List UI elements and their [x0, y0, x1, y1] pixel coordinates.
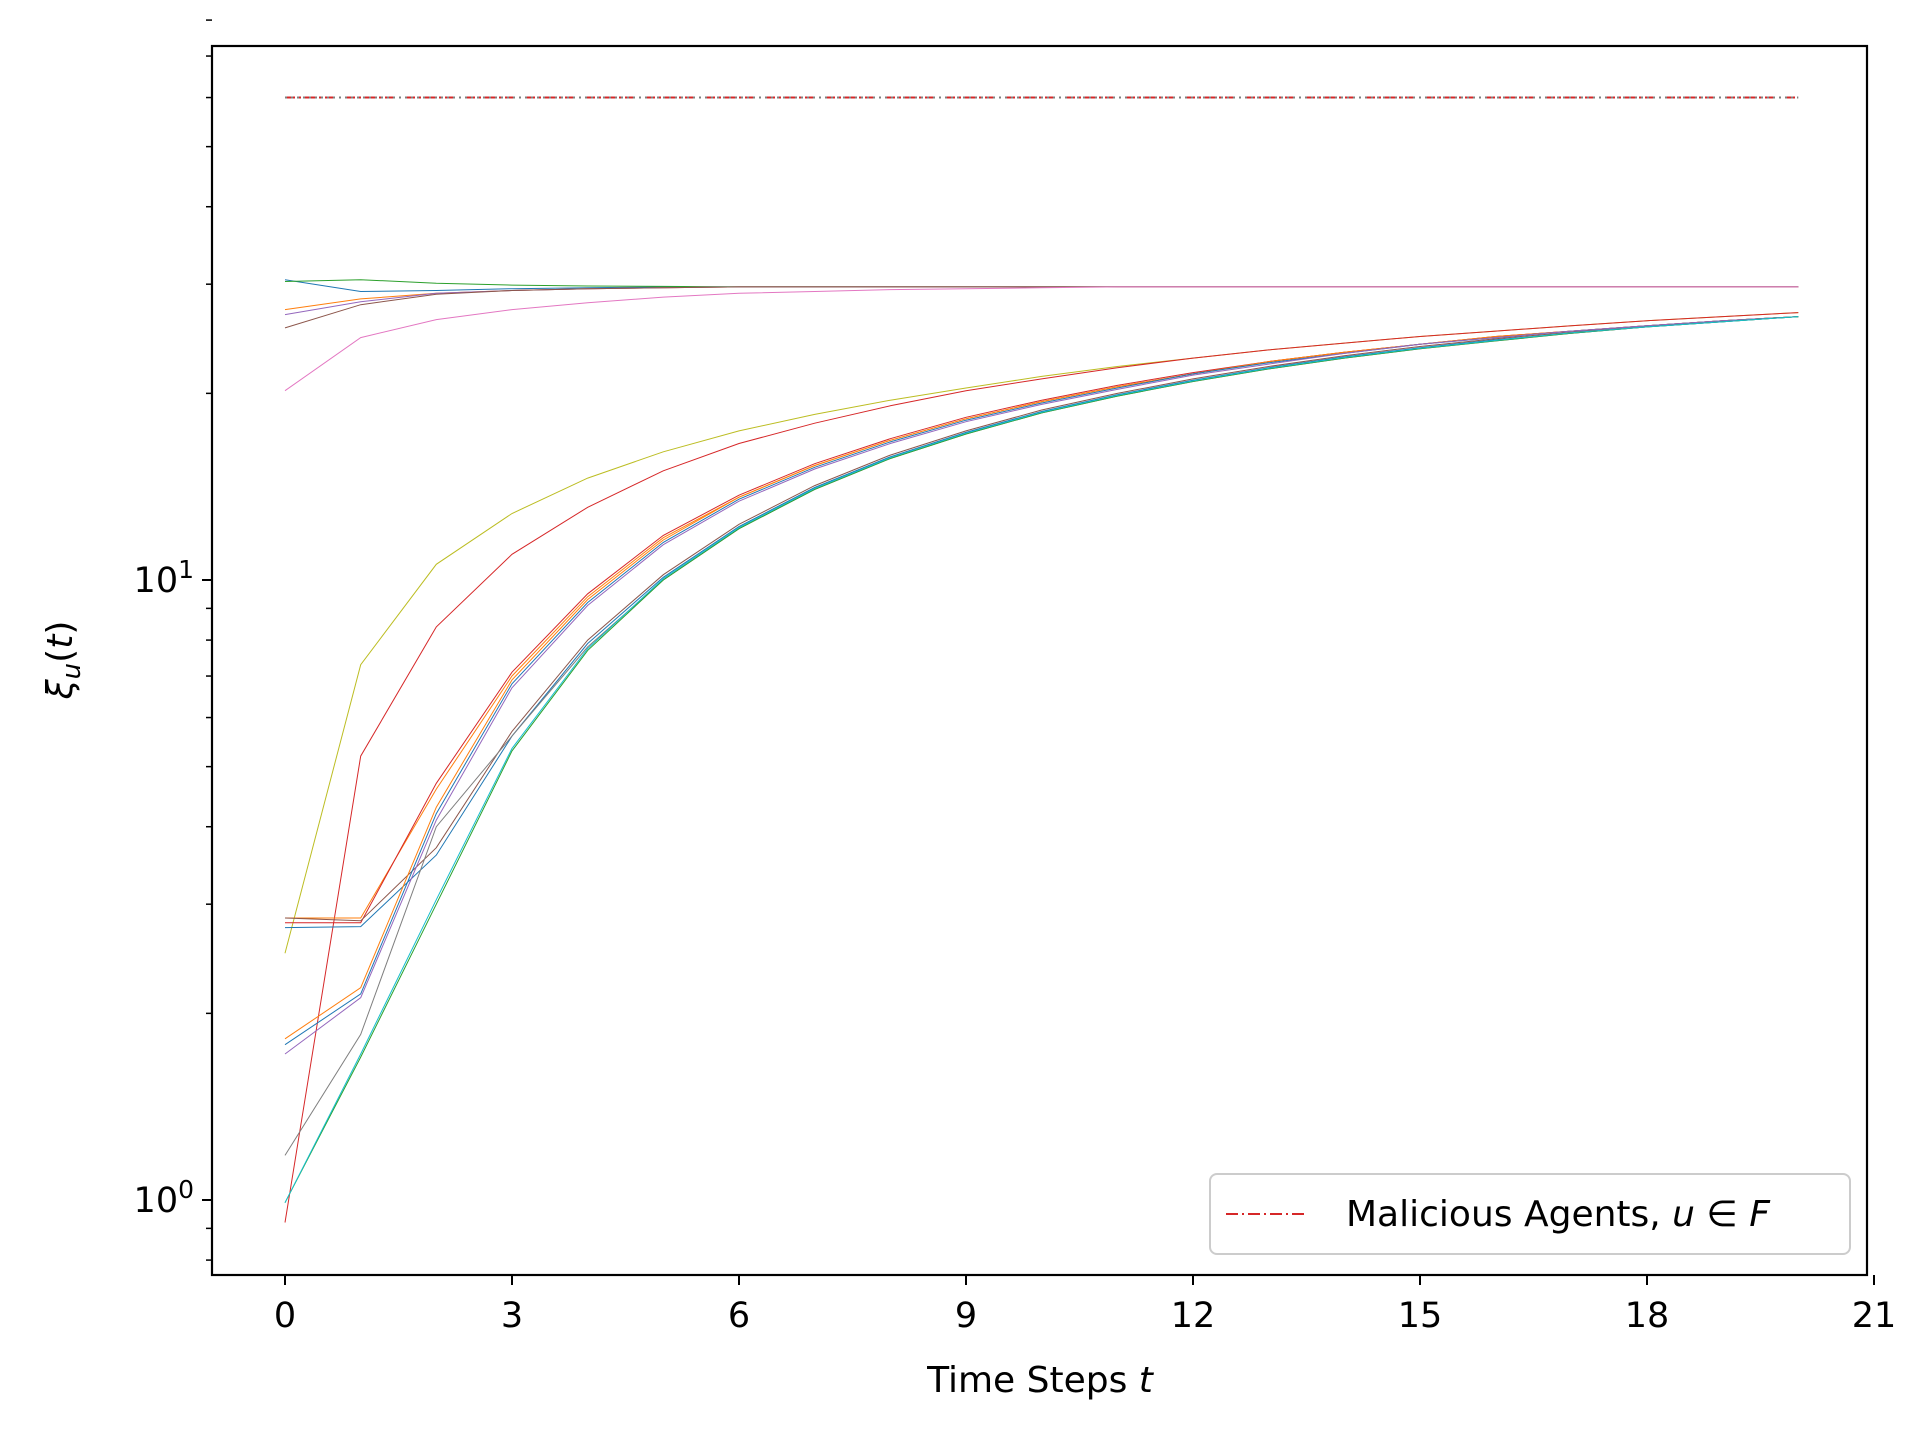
legend-frame	[1209, 1173, 1851, 1255]
series-line	[284, 279, 1799, 288]
legend: Malicious Agents, u ∈ F	[1209, 1173, 1851, 1255]
series-line	[284, 279, 1799, 293]
x-tick-label: 0	[274, 1296, 296, 1336]
y-tick-label: 100	[134, 1175, 194, 1221]
series-line	[284, 316, 1799, 929]
series-line	[284, 312, 1799, 954]
series-line	[284, 316, 1799, 1055]
series-line	[285, 316, 1799, 924]
y-axis-label: ξu(t)	[40, 621, 87, 701]
x-tick-label: 6	[728, 1296, 750, 1336]
y-tick-label: 101	[134, 555, 194, 601]
series-line	[284, 316, 1799, 922]
x-tick-label: 12	[1171, 1296, 1216, 1336]
series-line	[284, 316, 1799, 1156]
series-line	[284, 312, 1799, 1223]
y-axis: 100 101	[134, 19, 212, 1261]
series-line	[284, 286, 1799, 316]
legend-label: Malicious Agents, u ∈ F	[1346, 1194, 1771, 1235]
x-axis-label: Time Steps t	[926, 1360, 1155, 1401]
x-tick-label: 9	[955, 1296, 977, 1336]
series-line	[284, 286, 1799, 392]
series-line	[285, 316, 1799, 919]
x-axis: 0 3 6 9 12 15 18 21	[274, 1275, 1896, 1336]
x-tick-label: 18	[1625, 1296, 1670, 1336]
series-layer	[284, 96, 1799, 1223]
x-tick-label: 21	[1852, 1296, 1897, 1336]
x-tick-label: 15	[1398, 1296, 1443, 1336]
plot-frame	[210, 44, 1869, 1277]
series-line	[284, 286, 1799, 329]
series-line	[284, 316, 1799, 1203]
series-line	[284, 316, 1799, 1203]
x-tick-label: 3	[501, 1296, 523, 1336]
series-line	[284, 316, 1799, 1040]
